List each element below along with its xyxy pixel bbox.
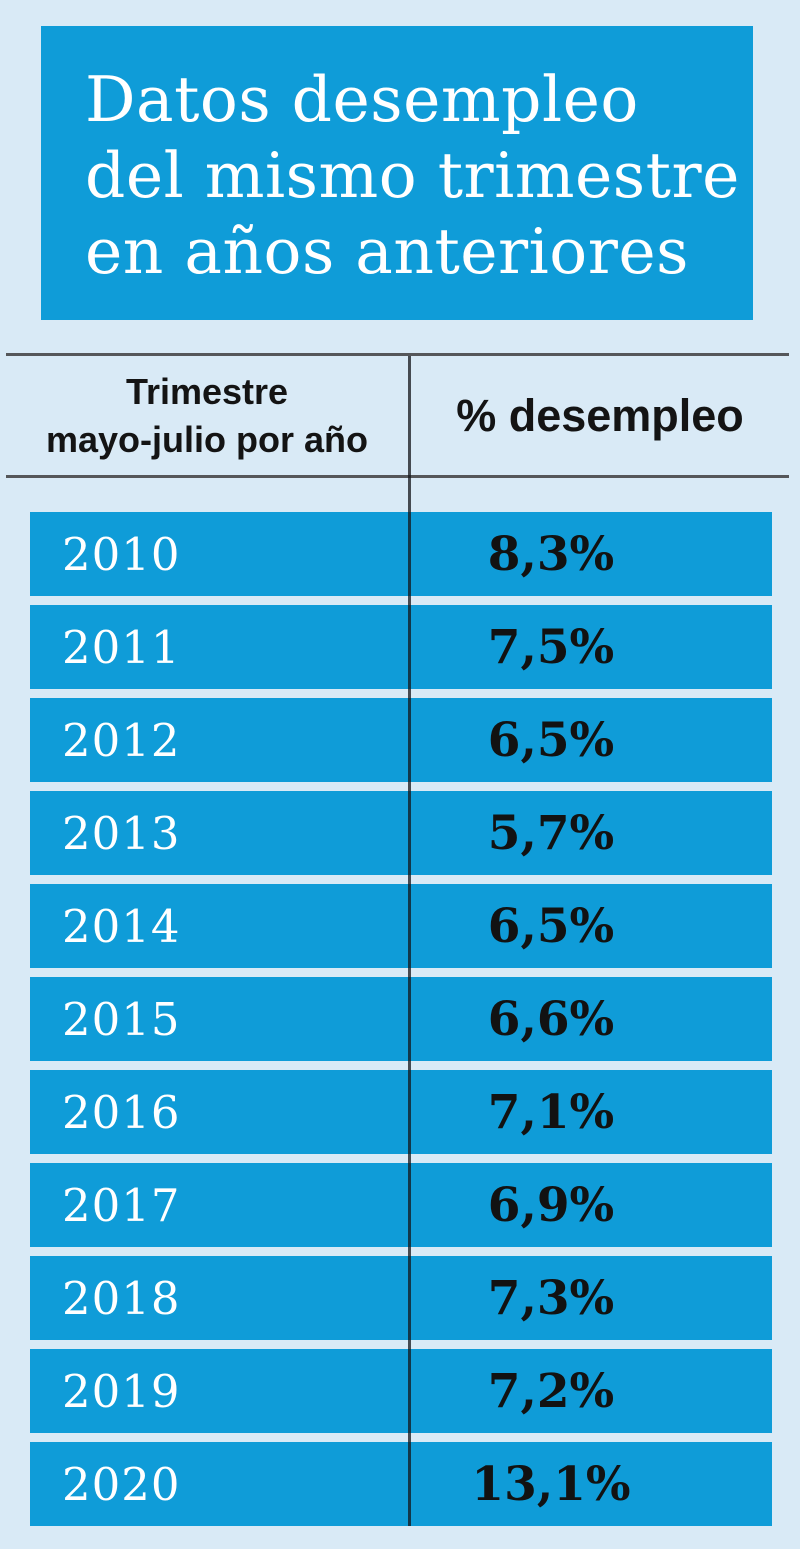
table-row: 2012 6,5% [30, 698, 772, 782]
value-cell: 8,3% [487, 526, 615, 582]
table-row: 2016 7,1% [30, 1070, 772, 1154]
value-cell: 6,5% [487, 898, 615, 954]
year-cell: 2010 [62, 527, 181, 581]
table-row: 2015 6,6% [30, 977, 772, 1061]
table-row: 2013 5,7% [30, 791, 772, 875]
value-cell: 13,1% [471, 1456, 631, 1512]
value-cell: 7,5% [487, 619, 615, 675]
table-row: 2017 6,9% [30, 1163, 772, 1247]
year-cell: 2019 [62, 1364, 181, 1418]
year-cell: 2011 [62, 620, 181, 674]
column-header-trimestre: Trimestre mayo-julio por año [45, 370, 368, 460]
year-cell: 2018 [62, 1271, 181, 1325]
table-body: 2010 8,3% 2011 7,5% 2012 6,5% 2013 5,7% … [30, 512, 772, 1526]
value-cell: 7,1% [487, 1084, 615, 1140]
column-header-desempleo: % desempleo [456, 389, 744, 441]
year-cell: 2017 [62, 1178, 181, 1232]
page-title: Datos desempleo del mismo trimestre en a… [85, 63, 740, 288]
value-cell: 7,3% [487, 1270, 615, 1326]
value-cell: 6,5% [487, 712, 615, 768]
year-cell: 2012 [62, 713, 181, 767]
value-cell: 6,6% [487, 991, 615, 1047]
table-header-bottom-rule [6, 475, 789, 478]
table-row: 2019 7,2% [30, 1349, 772, 1433]
table-top-rule [6, 353, 789, 356]
value-cell: 7,2% [487, 1363, 615, 1419]
table-row: 2011 7,5% [30, 605, 772, 689]
column-divider-line [408, 356, 411, 1526]
value-cell: 6,9% [487, 1177, 615, 1233]
table-row: 2014 6,5% [30, 884, 772, 968]
table-row: 2010 8,3% [30, 512, 772, 596]
value-cell: 5,7% [487, 805, 615, 861]
year-cell: 2016 [62, 1085, 181, 1139]
table-row: 2020 13,1% [30, 1442, 772, 1526]
year-cell: 2020 [62, 1457, 181, 1511]
table-row: 2018 7,3% [30, 1256, 772, 1340]
year-cell: 2013 [62, 806, 181, 860]
year-cell: 2014 [62, 899, 181, 953]
year-cell: 2015 [62, 992, 181, 1046]
table-header-row: Trimestre mayo-julio por año % desempleo [0, 356, 800, 475]
title-box: Datos desempleo del mismo trimestre en a… [41, 26, 753, 320]
